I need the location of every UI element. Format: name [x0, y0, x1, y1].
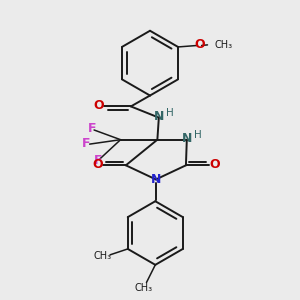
- Text: F: F: [88, 122, 96, 135]
- Text: F: F: [94, 154, 102, 166]
- Text: N: N: [182, 132, 193, 145]
- Text: CH₃: CH₃: [94, 251, 112, 261]
- Text: O: O: [194, 38, 205, 51]
- Text: N: N: [154, 110, 165, 123]
- Text: O: O: [94, 99, 104, 112]
- Text: CH₃: CH₃: [215, 40, 233, 50]
- Text: O: O: [209, 158, 220, 171]
- Text: O: O: [92, 158, 103, 171]
- Text: N: N: [151, 173, 161, 186]
- Text: H: H: [166, 108, 174, 118]
- Text: H: H: [194, 130, 202, 140]
- Text: CH₃: CH₃: [134, 284, 153, 293]
- Text: F: F: [82, 137, 90, 150]
